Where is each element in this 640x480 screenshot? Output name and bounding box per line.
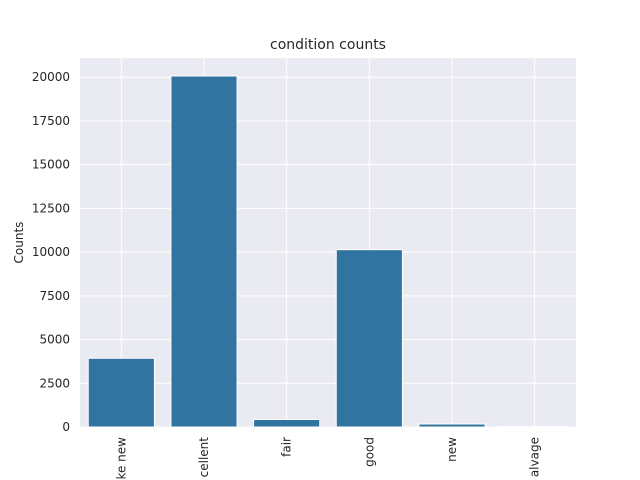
- y-tick-label: 10000: [32, 245, 70, 259]
- bar-excellent: [170, 75, 238, 428]
- y-tick-label: 12500: [32, 201, 70, 215]
- bars: [87, 75, 569, 428]
- y-tick-label: 2500: [39, 376, 70, 390]
- x-axis-ticks: ke new cellent fair good new alvage: [114, 437, 541, 480]
- x-tick-label: cellent: [197, 437, 211, 478]
- x-tick-label: alvage: [528, 437, 542, 477]
- bar-fair: [253, 418, 321, 428]
- bar-new: [418, 423, 486, 428]
- chart-title: condition counts: [270, 37, 386, 53]
- y-tick-label: 20000: [32, 70, 70, 84]
- bar-good: [335, 249, 403, 428]
- bar-salvage: [501, 425, 569, 428]
- plot-area: [80, 58, 576, 427]
- x-tick-label: new: [445, 437, 459, 462]
- y-tick-label: 0: [62, 420, 70, 434]
- bar-like-new: [87, 357, 155, 428]
- y-tick-label: 5000: [39, 333, 70, 347]
- y-axis-ticks: 0 2500 5000 7500 10000 12500 15000 17500 20000: [32, 70, 70, 434]
- x-tick-label: ke new: [114, 437, 128, 480]
- y-tick-label: 15000: [32, 158, 70, 172]
- x-tick-label: fair: [280, 437, 294, 457]
- x-tick-label: good: [362, 437, 376, 467]
- y-tick-label: 7500: [39, 289, 70, 303]
- y-axis-label: Counts: [12, 222, 26, 264]
- y-tick-label: 17500: [32, 114, 70, 128]
